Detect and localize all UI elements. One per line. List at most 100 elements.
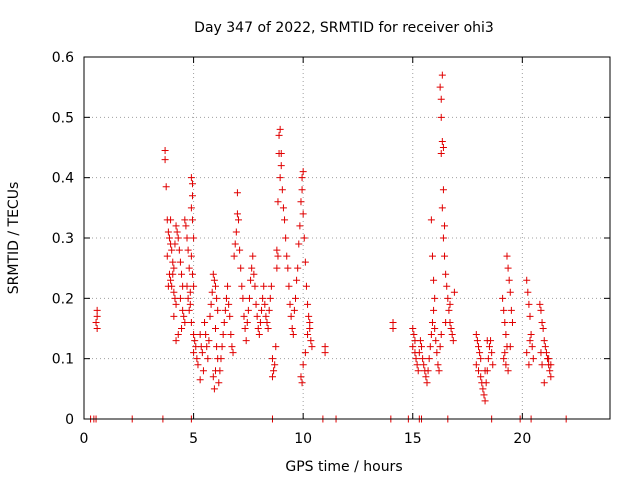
data-point — [416, 337, 424, 345]
data-point — [167, 216, 175, 224]
data-point — [506, 343, 514, 351]
data-point — [165, 234, 173, 242]
data-point — [188, 216, 196, 224]
data-point — [475, 367, 482, 375]
data-point — [239, 294, 247, 302]
data-point — [436, 83, 444, 91]
data-point — [507, 306, 515, 314]
data-point — [174, 234, 182, 242]
data-point — [304, 300, 312, 308]
data-point — [188, 180, 196, 188]
data-point — [484, 355, 492, 363]
data-point — [254, 325, 262, 332]
data-point — [194, 361, 202, 369]
y-tick-label: 0.3 — [52, 231, 74, 247]
x-tick-label: 5 — [189, 431, 198, 447]
data-point — [225, 300, 233, 308]
data-point — [181, 318, 189, 326]
data-point — [161, 147, 169, 155]
data-point — [442, 270, 450, 278]
data-point — [536, 300, 544, 308]
data-point — [236, 246, 244, 254]
data-point — [93, 306, 101, 314]
data-point — [418, 343, 426, 351]
data-point — [270, 367, 278, 375]
data-point — [180, 312, 188, 320]
data-point — [489, 361, 497, 369]
data-point — [252, 300, 260, 308]
data-point — [432, 337, 440, 345]
data-point — [547, 361, 555, 369]
data-point — [245, 294, 253, 302]
data-point — [290, 306, 298, 314]
data-point — [248, 264, 256, 272]
data-point — [410, 331, 418, 339]
data-point — [505, 276, 513, 284]
data-point — [450, 288, 458, 296]
data-point — [230, 252, 238, 260]
data-point — [483, 337, 491, 345]
data-point — [296, 222, 304, 230]
data-point — [431, 325, 439, 332]
data-point — [250, 270, 258, 278]
data-point — [439, 234, 447, 242]
data-point — [481, 397, 489, 405]
data-point — [190, 331, 198, 339]
data-point — [181, 216, 189, 224]
data-point — [273, 246, 281, 254]
data-point — [449, 337, 457, 345]
data-point — [306, 318, 314, 326]
data-point — [477, 355, 485, 363]
data-point — [222, 294, 230, 302]
data-point — [238, 282, 246, 290]
data-point — [162, 183, 170, 191]
data-point — [220, 318, 228, 326]
data-point — [281, 216, 289, 224]
data-point — [439, 144, 447, 151]
data-point — [435, 367, 443, 375]
data-point — [437, 95, 445, 103]
data-point — [523, 349, 531, 357]
data-point — [231, 240, 239, 248]
data-point — [209, 270, 217, 278]
x-tick-label: 20 — [513, 431, 531, 447]
data-point — [198, 349, 206, 357]
data-point — [438, 204, 446, 212]
data-point — [502, 361, 510, 369]
data-point — [301, 258, 309, 266]
data-point — [501, 349, 509, 357]
x-axis-label: GPS time / hours — [285, 459, 402, 475]
data-point — [503, 252, 511, 260]
data-point — [422, 373, 430, 381]
data-point — [299, 168, 307, 176]
data-point — [538, 361, 546, 369]
data-point — [278, 186, 286, 194]
data-point — [283, 252, 291, 260]
data-point — [187, 174, 195, 182]
data-point — [425, 355, 433, 363]
data-point — [424, 367, 432, 375]
data-point — [289, 331, 297, 339]
data-point — [442, 318, 450, 326]
y-tick-label: 0.6 — [52, 50, 74, 66]
data-point — [545, 355, 553, 363]
data-point — [241, 325, 249, 332]
data-point — [264, 325, 272, 332]
data-point — [92, 318, 100, 326]
data-point — [297, 198, 305, 206]
data-point — [305, 312, 313, 320]
data-point — [299, 210, 307, 218]
data-point — [93, 312, 101, 320]
data-point — [202, 331, 210, 339]
data-point — [500, 355, 508, 363]
data-point — [169, 270, 177, 278]
data-point — [539, 325, 547, 332]
data-point — [431, 294, 439, 302]
data-point — [294, 264, 302, 272]
data-point — [538, 318, 546, 326]
data-point — [502, 331, 510, 339]
data-point — [183, 234, 191, 242]
data-point — [504, 367, 512, 375]
data-point — [187, 318, 195, 326]
data-point — [268, 373, 276, 381]
